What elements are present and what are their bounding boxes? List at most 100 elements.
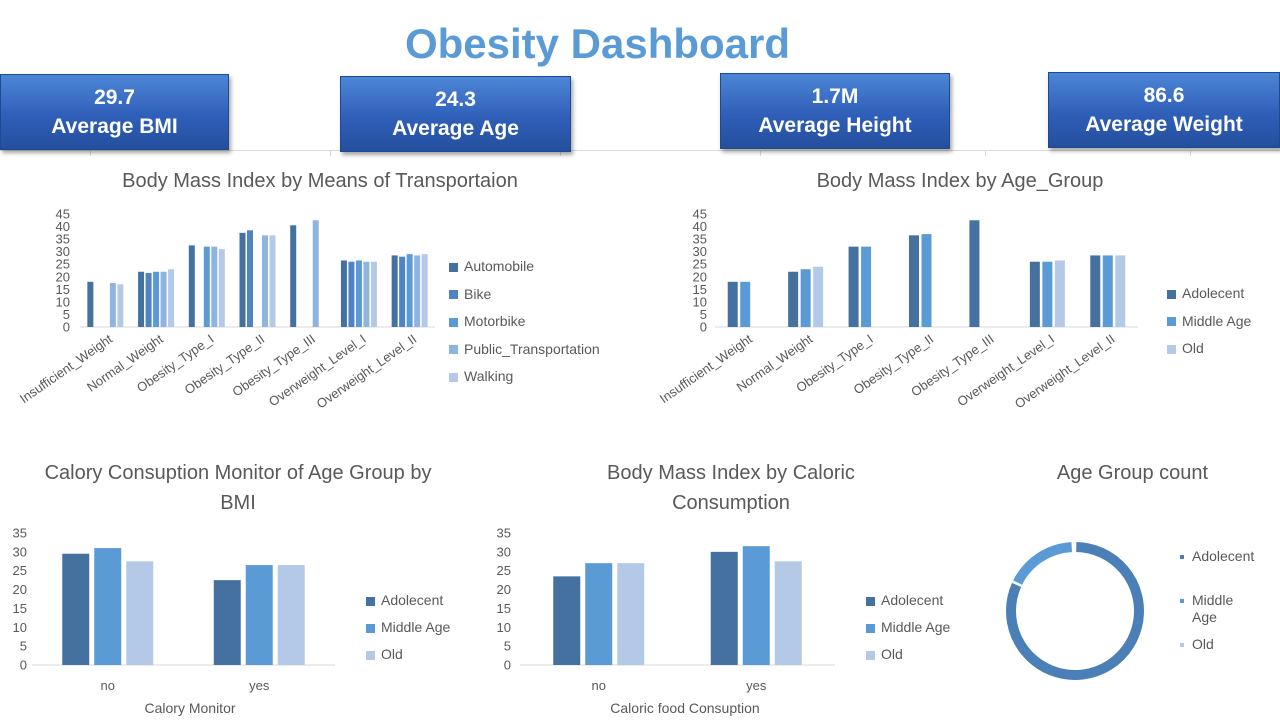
kpi-card-average-bmi: 29.7 Average BMI bbox=[0, 74, 229, 150]
bar-automobile-obesity-type-ii bbox=[239, 232, 246, 327]
legend-label: Adolecent bbox=[881, 592, 944, 608]
bar-public-transportation-obesity-type-iii bbox=[312, 220, 319, 327]
bar-motorbike-obesity-type-i bbox=[203, 246, 210, 327]
bar-adolecent-obesity-type-ii bbox=[909, 235, 919, 327]
legend-item-adolecent: Adolecent bbox=[366, 592, 443, 608]
legend-item-old: Old bbox=[1167, 340, 1204, 356]
chart-title-calory-monitor: Calory Consuption Monitor of Age Group b… bbox=[44, 462, 432, 514]
legend-label: Public_Transportation bbox=[464, 340, 600, 357]
legend-swatch bbox=[1180, 555, 1184, 560]
legend-swatch bbox=[1167, 317, 1176, 327]
legend-label: Automobile bbox=[464, 258, 535, 274]
bar-adolecent-obesity-type-iii bbox=[969, 220, 980, 327]
x-tick-label: Overweight_Level_II bbox=[1012, 331, 1118, 411]
legend-label: Old bbox=[381, 646, 403, 662]
legend-label: Walking bbox=[464, 368, 514, 384]
bar-automobile-overweight-level-i bbox=[340, 260, 347, 327]
kpi-tick bbox=[760, 150, 761, 156]
legend-item-public-transportation: Public_Transportation bbox=[449, 341, 600, 357]
y-tick-label: 20 bbox=[693, 269, 707, 284]
kpi-card-average-weight: 86.6 Average Weight bbox=[1048, 72, 1280, 148]
legend-swatch bbox=[1180, 643, 1184, 648]
donut-slice-adolecent bbox=[1006, 542, 1144, 680]
legend-swatch bbox=[449, 372, 458, 382]
bar-walking-normal-weight bbox=[168, 269, 175, 327]
donut-slice-middle-age bbox=[1013, 542, 1073, 585]
x-tick-label: Insufficient_Weight bbox=[17, 331, 116, 406]
legend-item-automobile: Automobile bbox=[449, 258, 534, 274]
bmi-by-age-group-chart: 051015202530354045Insufficient_WeightNor… bbox=[657, 207, 1138, 411]
legend-swatch bbox=[449, 262, 458, 272]
kpi-tick bbox=[1190, 150, 1191, 156]
caloric-consumption-chart: 0 5 10 15 20 25 30 35 no yes bbox=[497, 526, 835, 693]
bar-walking-overweight-level-ii bbox=[421, 254, 428, 327]
bar-adolecent-obesity-type-i bbox=[848, 246, 859, 327]
legend-label: Middle Age bbox=[381, 619, 451, 635]
legend-swatch bbox=[449, 345, 458, 355]
y-tick-label: 15 bbox=[693, 282, 707, 297]
legend-item-motorbike: Motorbike bbox=[449, 313, 525, 329]
kpi-label: Average Age bbox=[392, 117, 519, 140]
kpi-value: 29.7 bbox=[94, 86, 135, 109]
bar-walking-obesity-type-i bbox=[218, 249, 225, 327]
legend-calory-monitor: Adolecent Middle Age Old bbox=[366, 592, 476, 672]
y-tick-label: 25 bbox=[497, 563, 511, 578]
y-tick-label: 45 bbox=[56, 207, 70, 222]
legend-label: Adolecent bbox=[1192, 548, 1255, 564]
bar-middle-age-no bbox=[94, 548, 122, 665]
y-tick-label: 15 bbox=[56, 282, 70, 297]
legend-caloric-consumption: Adolecent Middle Age Old bbox=[866, 592, 976, 672]
bar-adolecent-no bbox=[62, 553, 90, 665]
y-tick-label: 0 bbox=[20, 658, 27, 673]
legend-swatch bbox=[366, 650, 375, 660]
bar-walking-insufficient-weight bbox=[117, 284, 124, 327]
x-axis-title: Calory Monitor bbox=[144, 700, 236, 716]
y-tick-label: 30 bbox=[13, 544, 27, 559]
bar-adolecent-overweight-level-ii bbox=[1090, 255, 1101, 327]
legend-swatch bbox=[866, 596, 875, 606]
legend-item-old: Old bbox=[866, 646, 903, 662]
y-tick-label: 5 bbox=[63, 307, 70, 322]
bar-automobile-overweight-level-ii bbox=[391, 255, 398, 327]
x-tick-label: no bbox=[592, 678, 606, 693]
y-tick-label: 35 bbox=[497, 526, 511, 541]
y-tick-label: 0 bbox=[63, 320, 70, 335]
legend-label: Bike bbox=[464, 285, 492, 302]
y-tick-label: 25 bbox=[693, 257, 707, 272]
kpi-value: 1.7M bbox=[811, 85, 859, 108]
y-tick-label: 5 bbox=[20, 639, 27, 654]
bar-bike-obesity-type-ii bbox=[247, 230, 253, 327]
chart-title-age-group: Body Mass Index by Age_Group bbox=[816, 170, 1104, 192]
bar-middle-age-obesity-type-ii bbox=[921, 234, 932, 327]
legend-item-middle-age: Middle Age bbox=[1167, 313, 1251, 329]
legend-swatch bbox=[1167, 344, 1176, 354]
kpi-label: Average Height bbox=[758, 114, 912, 137]
age-group-donut-chart bbox=[1006, 542, 1144, 680]
legend-swatch bbox=[1167, 289, 1176, 299]
bar-bike-normal-weight bbox=[145, 273, 152, 327]
legend-transport: Automobile Bike Motorbike Public_Transporta… bbox=[449, 258, 639, 388]
legend-label: Middle Age bbox=[1192, 592, 1234, 625]
legend-swatch bbox=[449, 290, 458, 300]
y-tick-label: 30 bbox=[497, 544, 511, 559]
y-tick-label: 35 bbox=[56, 232, 70, 247]
legend-item-old: Old bbox=[1180, 636, 1214, 652]
bar-old-overweight-level-ii bbox=[1115, 255, 1126, 327]
bar-middle-age-insufficient-weight bbox=[740, 281, 751, 327]
bar-bike-overweight-level-i bbox=[348, 261, 355, 327]
bar-old-no bbox=[126, 561, 154, 665]
y-tick-label: 20 bbox=[497, 582, 511, 597]
chart-title-transport: Body Mass Index by Means of Transportaio… bbox=[122, 170, 518, 192]
y-tick-label: 20 bbox=[13, 582, 27, 597]
kpi-value: 24.3 bbox=[435, 88, 476, 111]
bar-adolecent-yes bbox=[213, 580, 241, 665]
bar-public-transportation-normal-weight bbox=[160, 271, 167, 327]
bar-public-transportation-obesity-type-ii bbox=[262, 235, 268, 327]
bar-middle-age-yes bbox=[742, 546, 770, 665]
kpi-tick bbox=[985, 150, 986, 156]
y-tick-label: 30 bbox=[56, 244, 70, 259]
legend-label: Old bbox=[881, 646, 903, 662]
kpi-card-average-age: 24.3 Average Age bbox=[340, 76, 571, 152]
legend-label: Motorbike bbox=[464, 313, 526, 329]
legend-swatch bbox=[366, 623, 375, 633]
